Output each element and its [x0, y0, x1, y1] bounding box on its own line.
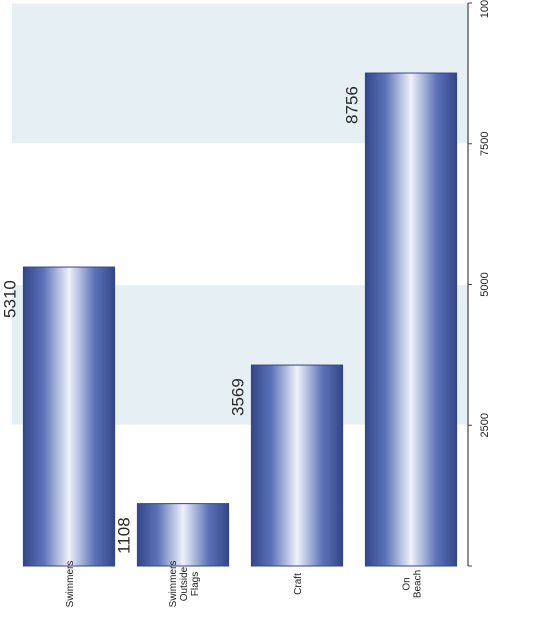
- category-label-swimmers: Swimmers: [65, 561, 76, 608]
- category-label-on-beach: OnBeach: [402, 570, 424, 598]
- tick-label: 10000: [479, 0, 491, 18]
- category-labels: Swimmers SwimmersOutsideFlags Craft OnBeach: [65, 561, 424, 608]
- tick-label: 5000: [479, 272, 491, 296]
- data-label-craft: 3569: [228, 378, 247, 416]
- data-label-swimmers: 5310: [0, 280, 19, 318]
- tick-labels: 2500 5000 7500 10000: [468, 0, 491, 567]
- data-label-on-beach: 8756: [342, 86, 361, 124]
- data-labels: 5310 1108 3569 8756: [0, 86, 361, 554]
- bars: [22, 72, 458, 567]
- background-band: [12, 3, 468, 144]
- background-bands: [12, 3, 468, 426]
- category-label-craft: Craft: [293, 573, 304, 595]
- bar-swimmers-outside-flags: [136, 503, 230, 567]
- tick-label: 7500: [479, 132, 491, 156]
- category-label-swimmers-outside-flags: SwimmersOutsideFlags: [168, 561, 201, 608]
- background-band: [12, 284, 468, 426]
- bar-swimmers: [22, 266, 116, 567]
- bar-on-beach: [364, 72, 458, 567]
- tick-label: 2500: [479, 413, 491, 437]
- bar-craft: [250, 364, 344, 567]
- data-label-swimmers-outside-flags: 1108: [114, 517, 133, 554]
